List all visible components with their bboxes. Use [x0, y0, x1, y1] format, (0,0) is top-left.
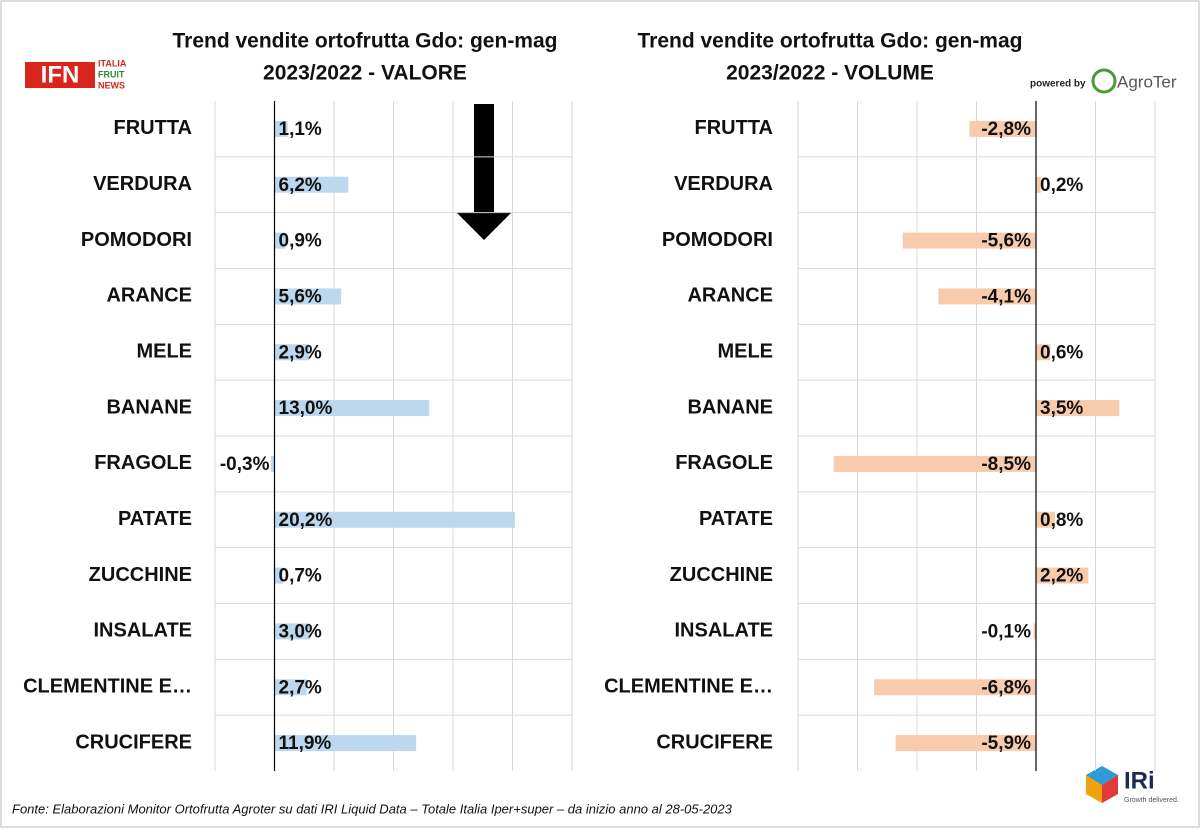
bar	[274, 400, 430, 417]
chart-subtitle: 2023/2022 - VALORE	[263, 62, 467, 85]
iri-logo: IRi Growth delivered.	[1086, 766, 1179, 804]
category-label: CLEMENTINE E…	[23, 676, 192, 698]
ifn-box	[25, 62, 95, 88]
bar	[938, 288, 1036, 305]
bar	[1036, 567, 1089, 584]
iri-name: IRi	[1124, 767, 1155, 794]
bar	[274, 623, 311, 640]
value-label: 13,0%	[279, 398, 333, 419]
value-label: 6,2%	[279, 175, 322, 196]
iri-tagline: Growth delivered.	[1124, 797, 1179, 804]
value-label: 0,2%	[1040, 175, 1083, 196]
category-label: POMODORI	[81, 229, 192, 251]
category-label: PATATE	[699, 508, 773, 530]
bar	[274, 120, 288, 137]
category-label: VERDURA	[674, 173, 773, 195]
bar	[274, 567, 283, 584]
value-label: 5,6%	[279, 286, 322, 307]
category-label: CRUCIFERE	[75, 731, 192, 753]
value-label: 2,2%	[1040, 566, 1083, 587]
value-label: 2,7%	[279, 677, 322, 698]
chart-subtitle: 2023/2022 - VOLUME	[726, 62, 934, 85]
category-label: INSALATE	[93, 620, 192, 642]
agroter-icon	[1091, 68, 1117, 94]
value-label: 0,7%	[279, 566, 322, 587]
value-label: -8,5%	[981, 454, 1031, 475]
value-label: -0,1%	[981, 621, 1031, 642]
value-label: 1,1%	[279, 119, 322, 140]
value-label: -2,8%	[981, 119, 1031, 140]
bar	[270, 455, 275, 472]
agroter-name: AgroTer	[1117, 72, 1177, 91]
bar	[833, 455, 1036, 472]
value-label: -0,3%	[220, 454, 270, 475]
agroter-logo: powered by AgroTer	[1030, 68, 1177, 94]
bar	[874, 679, 1036, 696]
bar	[274, 511, 515, 528]
value-label: 3,5%	[1040, 398, 1083, 419]
value-label: 20,2%	[279, 510, 333, 531]
powered-by: powered by	[1030, 79, 1086, 90]
bar	[274, 232, 286, 249]
category-label: FRAGOLE	[675, 452, 773, 474]
value-label: -5,9%	[981, 733, 1031, 754]
iri-hex-side	[1102, 775, 1118, 803]
category-label: ARANCE	[687, 285, 773, 307]
ifn-logo: IFN ITALIA FRUIT NEWS	[25, 58, 127, 90]
category-label: CRUCIFERE	[656, 731, 773, 753]
category-label: FRUTTA	[114, 117, 193, 139]
bar	[1033, 623, 1036, 640]
bar	[1036, 176, 1041, 193]
bar	[895, 735, 1036, 752]
category-label: VERDURA	[93, 173, 192, 195]
category-label: MELE	[136, 341, 192, 363]
bar	[1036, 344, 1051, 361]
value-label: 2,9%	[279, 342, 322, 363]
category-label: CLEMENTINE E…	[604, 676, 773, 698]
chart-title: Trend vendite ortofrutta Gdo: gen-mag	[172, 30, 557, 53]
category-label: MELE	[717, 341, 773, 363]
ifn-line: FRUIT	[98, 69, 125, 79]
iri-hex-top	[1086, 766, 1118, 785]
bar	[274, 735, 417, 752]
category-label: FRUTTA	[695, 117, 774, 139]
ifn-mark: IFN	[41, 61, 80, 88]
source: Fonte: Elaborazioni Monitor Ortofrutta A…	[12, 801, 733, 816]
value-label: 0,6%	[1040, 342, 1083, 363]
value-label: 11,9%	[279, 733, 332, 754]
arrow	[456, 104, 512, 240]
bar	[969, 120, 1036, 137]
category-label: BANANE	[687, 396, 773, 418]
bar	[274, 679, 307, 696]
ifn-line: ITALIA	[98, 58, 127, 68]
bar	[1036, 400, 1120, 417]
bar	[1036, 511, 1056, 528]
value-label: -4,1%	[981, 286, 1031, 307]
category-label: ZUCCHINE	[670, 564, 773, 586]
value-label: -5,6%	[981, 231, 1031, 252]
category-label: PATATE	[118, 508, 192, 530]
category-label: POMODORI	[662, 229, 773, 251]
category-label: FRAGOLE	[94, 452, 192, 474]
category-label: ARANCE	[106, 285, 192, 307]
category-label: BANANE	[106, 396, 192, 418]
bar	[274, 344, 310, 361]
value-label: 0,8%	[1040, 510, 1083, 531]
category-label: ZUCCHINE	[89, 564, 192, 586]
bar	[274, 288, 342, 305]
value-label: 0,9%	[279, 231, 322, 252]
bar	[902, 232, 1036, 249]
category-label: INSALATE	[674, 620, 773, 642]
value-label: 3,0%	[279, 621, 322, 642]
value-label: -6,8%	[981, 677, 1031, 698]
bar	[274, 176, 349, 193]
chart-title: Trend vendite ortofrutta Gdo: gen-mag	[637, 30, 1022, 53]
ifn-line: NEWS	[98, 80, 125, 90]
